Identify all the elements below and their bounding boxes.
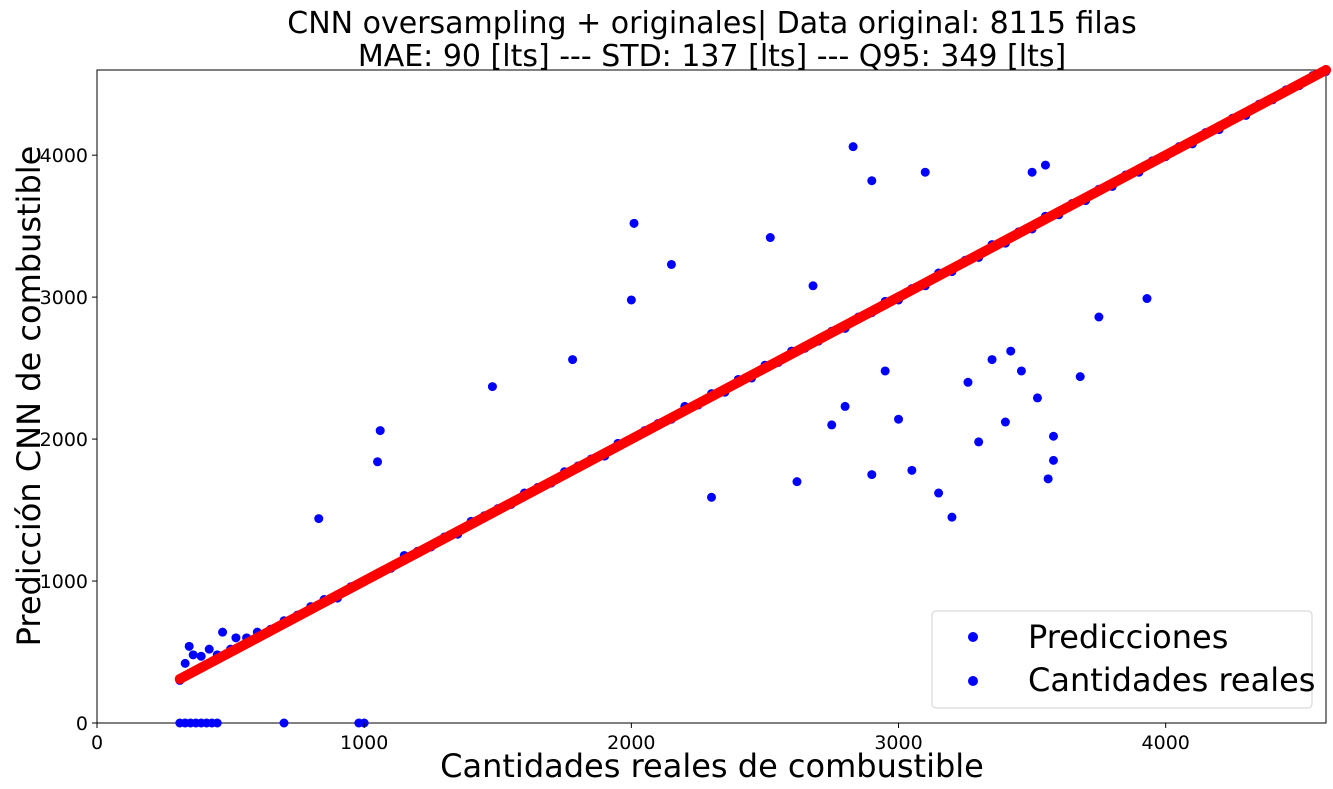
prediccion-point (1142, 294, 1152, 304)
cantidad-real-point (1294, 79, 1305, 90)
prediccion-point (867, 470, 877, 480)
cantidad-real-point (412, 547, 423, 558)
prediccion-point (974, 437, 984, 447)
prediccion-point (231, 633, 241, 643)
legend-label-predicciones: Predicciones (1028, 618, 1228, 656)
prediccion-point (196, 651, 206, 661)
y-axis-label: Predicción CNN de combustible (10, 146, 48, 647)
prediccion-point (1048, 431, 1058, 441)
y-tick-label: 3000 (40, 287, 88, 309)
prediccion-point (626, 295, 636, 305)
prediccion-point (792, 477, 802, 487)
prediccion-point (827, 420, 837, 430)
chart-title-line-2: MAE: 90 [lts] --- STD: 137 [lts] --- Q95… (358, 39, 1066, 74)
cantidad-real-point (174, 673, 185, 684)
prediccion-point (354, 718, 364, 728)
x-tick-label: 4000 (1142, 732, 1190, 754)
cantidad-real-point (252, 632, 263, 643)
x-axis-ticks: 0 1000 2000 3000 4000 (91, 723, 1190, 754)
prediccion-point (279, 718, 289, 728)
legend-box (931, 610, 1313, 709)
cantidad-real-point (973, 249, 984, 260)
prediccion-point (765, 233, 775, 243)
x-tick-label: 3000 (874, 732, 922, 754)
prediccion-point (808, 281, 818, 291)
prediccion-point (568, 355, 578, 365)
cantidades-reales-line (174, 65, 1331, 684)
prediccion-point (1032, 393, 1042, 403)
prediccion-point (218, 627, 228, 637)
x-axis-label: Cantidades reales de combustible (440, 747, 984, 785)
cantidad-real-point (893, 292, 904, 303)
y-tick-label: 4000 (40, 145, 88, 167)
cantidad-real-point (1321, 65, 1331, 75)
prediccion-point (180, 658, 190, 668)
y-tick-label: 0 (76, 713, 88, 735)
prediccion-point (175, 718, 185, 728)
prediccion-point (204, 644, 214, 654)
y-tick-label: 1000 (40, 571, 88, 593)
cantidad-real-point (332, 590, 343, 601)
chart-title-line-1: CNN oversampling + originales| Data orig… (287, 6, 1136, 41)
cantidad-real-point (1053, 206, 1064, 217)
prediccion-point (1094, 312, 1104, 322)
prediccion-point (373, 457, 383, 467)
legend: Predicciones Cantidades reales (931, 610, 1315, 709)
prediccion-point (934, 488, 944, 498)
cantidad-real-point (1133, 164, 1144, 175)
prediccion-point (1016, 366, 1026, 376)
prediccion-point (907, 465, 917, 475)
prediccion-point (840, 401, 850, 411)
prediccion-point (707, 492, 716, 502)
prediccion-point (1027, 167, 1037, 177)
prediccion-point (1040, 160, 1050, 170)
cantidad-real-point (492, 505, 503, 516)
prediccion-point (487, 382, 497, 392)
prediccion-point (1075, 372, 1085, 382)
x-tick-label: 0 (91, 732, 103, 754)
prediccion-point (629, 218, 639, 228)
x-tick-label: 1000 (340, 732, 388, 754)
plot-area (96, 65, 1331, 728)
y-tick-label: 2000 (40, 429, 88, 451)
prediccion-point (666, 259, 676, 269)
prediccion-point (920, 167, 930, 177)
prediccion-point (880, 366, 890, 376)
points-layer (174, 65, 1331, 728)
prediccion-point (848, 142, 858, 152)
x-tick-label: 2000 (607, 732, 655, 754)
prediccion-point (867, 176, 877, 186)
legend-marker-cantidades-reales (968, 676, 978, 686)
prediccion-point (1048, 455, 1058, 465)
prediccion-point (188, 650, 198, 660)
prediccion-point (314, 514, 324, 524)
prediccion-point (894, 414, 904, 424)
prediccion-point (963, 377, 973, 387)
y-axis-ticks: 0 1000 2000 3000 4000 (40, 145, 97, 735)
legend-marker-predicciones (968, 632, 978, 642)
prediccion-point (1006, 346, 1016, 356)
cantidad-real-point (813, 334, 824, 345)
cantidad-real-point (572, 462, 583, 473)
prediccion-point (1000, 417, 1010, 427)
prediccion-point (1043, 474, 1053, 484)
cantidad-real-point (733, 377, 744, 388)
prediccion-point (987, 355, 997, 365)
prediccion-point (947, 512, 957, 522)
prediccion-point (184, 641, 194, 651)
legend-label-cantidades-reales: Cantidades reales (1028, 661, 1315, 699)
prediccion-point (375, 426, 385, 436)
cantidad-real-point (1214, 121, 1225, 132)
cantidad-real-point (653, 419, 664, 430)
